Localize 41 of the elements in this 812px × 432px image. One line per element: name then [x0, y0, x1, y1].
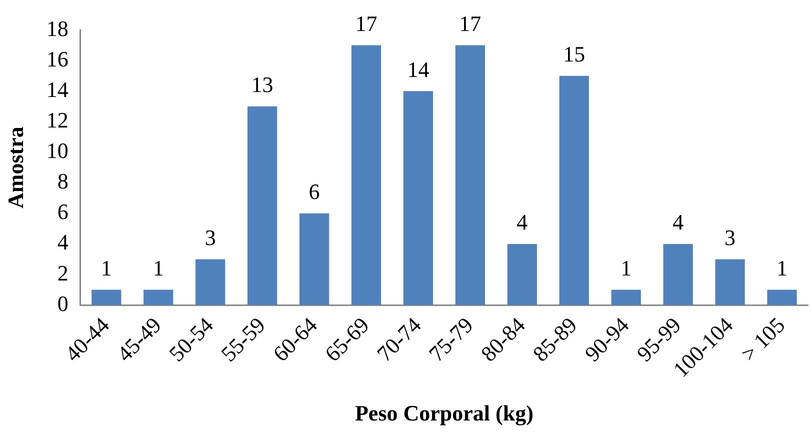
data-label: 13: [251, 72, 274, 98]
bar: [663, 244, 693, 306]
x-tick-label: > 105: [736, 312, 790, 366]
y-tick-label: 2: [57, 260, 68, 286]
y-tick-label: 16: [46, 46, 68, 72]
data-label: 15: [563, 42, 586, 67]
bar: [455, 45, 485, 306]
data-label: 1: [620, 256, 632, 281]
data-label: 3: [724, 225, 736, 250]
bar: [715, 259, 745, 306]
y-tick-label: 12: [46, 107, 68, 132]
bar: [196, 259, 226, 306]
y-tick-label: 8: [57, 168, 68, 194]
bar: [247, 106, 278, 306]
data-label: 17: [355, 11, 378, 36]
data-label: 6: [308, 179, 320, 204]
data-label: 1: [152, 256, 164, 281]
data-label: 4: [516, 210, 528, 235]
data-label: 1: [100, 256, 112, 281]
bar: [611, 290, 641, 306]
data-label: 4: [672, 210, 684, 235]
bar: [299, 213, 330, 306]
y-axis-title: Amostra: [2, 126, 28, 208]
data-label: 17: [459, 11, 482, 36]
y-tick-label: 0: [57, 290, 68, 316]
data-label: 14: [407, 56, 430, 82]
bar: [92, 290, 122, 306]
bar: [351, 45, 382, 306]
x-axis-title: Peso Corporal (kg): [354, 400, 534, 426]
data-label: 1: [776, 256, 788, 281]
y-tick-label: 4: [57, 230, 68, 255]
bar: [403, 91, 434, 306]
y-tick-label: 14: [46, 76, 68, 102]
bar: [767, 290, 797, 306]
bar: [507, 244, 537, 306]
y-tick-label: 10: [46, 138, 68, 164]
y-tick-label: 6: [57, 199, 68, 224]
data-label: 3: [204, 225, 216, 250]
bar: [144, 290, 174, 306]
bar: [559, 76, 589, 306]
y-tick-label: 18: [46, 16, 68, 41]
